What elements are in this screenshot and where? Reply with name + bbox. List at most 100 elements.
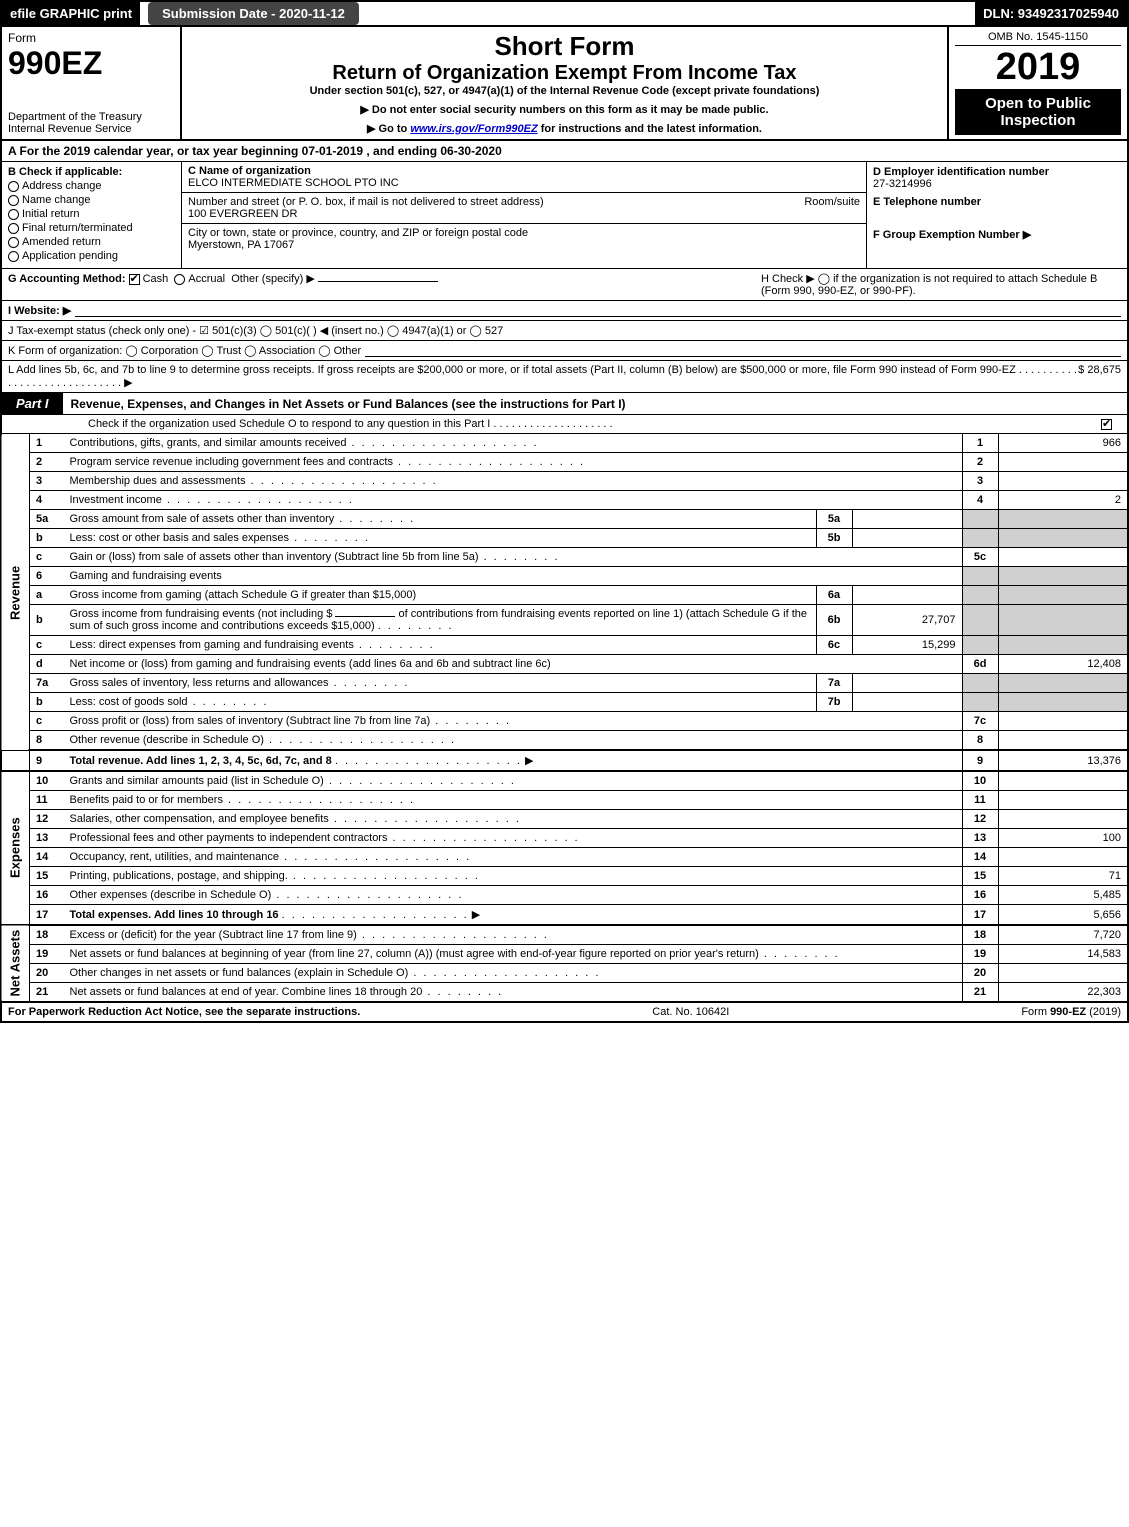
ln6c-sn: 6c bbox=[816, 636, 852, 655]
part1-sched-row: Check if the organization used Schedule … bbox=[0, 415, 1129, 434]
shade bbox=[998, 529, 1128, 548]
chk-label: Amended return bbox=[22, 236, 101, 248]
ln7c-rn: 7c bbox=[962, 712, 998, 731]
footer-center: Cat. No. 10642I bbox=[652, 1006, 729, 1018]
chk-accrual[interactable] bbox=[174, 274, 185, 285]
ln9-rn: 9 bbox=[962, 750, 998, 771]
ln6c-num: c bbox=[30, 636, 64, 655]
chk-cash[interactable] bbox=[129, 274, 140, 285]
ln11-rv bbox=[998, 791, 1128, 810]
ln21-text: Net assets or fund balances at end of ye… bbox=[64, 983, 963, 1002]
col-b-title: B Check if applicable: bbox=[8, 166, 175, 178]
row-l-text: L Add lines 5b, 6c, and 7b to line 9 to … bbox=[8, 364, 1078, 389]
shade bbox=[998, 567, 1128, 586]
other-lbl: Other (specify) ▶ bbox=[231, 273, 315, 285]
ln5a-sn: 5a bbox=[816, 510, 852, 529]
shade bbox=[998, 674, 1128, 693]
ln21-num: 21 bbox=[30, 983, 64, 1002]
ln4-rv: 2 bbox=[998, 491, 1128, 510]
city-block: City or town, state or province, country… bbox=[182, 224, 866, 254]
ein-lbl: D Employer identification number bbox=[873, 166, 1121, 178]
chk-address-change[interactable]: Address change bbox=[8, 180, 175, 192]
public-warning: ▶ Do not enter social security numbers o… bbox=[188, 103, 941, 116]
ln5a-num: 5a bbox=[30, 510, 64, 529]
ln6c-text: Less: direct expenses from gaming and fu… bbox=[64, 636, 817, 655]
ln18-text: Excess or (deficit) for the year (Subtra… bbox=[64, 925, 963, 945]
chk-label: Application pending bbox=[22, 250, 118, 262]
ln5a-sv bbox=[852, 510, 962, 529]
ln6a-text: Gross income from gaming (attach Schedul… bbox=[64, 586, 817, 605]
chk-label: Final return/terminated bbox=[22, 222, 133, 234]
ln5b-sn: 5b bbox=[816, 529, 852, 548]
ln20-num: 20 bbox=[30, 964, 64, 983]
row-i: I Website: ▶ bbox=[0, 301, 1129, 321]
ln10-rn: 10 bbox=[962, 771, 998, 791]
short-form-title: Short Form bbox=[188, 31, 941, 62]
ln12-rn: 12 bbox=[962, 810, 998, 829]
ln6b-num: b bbox=[30, 605, 64, 636]
chk-application-pending[interactable]: Application pending bbox=[8, 250, 175, 262]
accrual-lbl: Accrual bbox=[188, 273, 225, 285]
form-number: 990EZ bbox=[8, 45, 174, 82]
ln14-num: 14 bbox=[30, 848, 64, 867]
side-expenses: Expenses bbox=[1, 771, 30, 925]
chk-final-return[interactable]: Final return/terminated bbox=[8, 222, 175, 234]
g-label: G Accounting Method: bbox=[8, 273, 126, 285]
chk-sched-o[interactable] bbox=[1101, 419, 1112, 430]
ln6d-rv: 12,408 bbox=[998, 655, 1128, 674]
entity-block: B Check if applicable: Address change Na… bbox=[0, 162, 1129, 269]
ln3-text: Membership dues and assessments bbox=[64, 472, 963, 491]
org-name-lbl: C Name of organization bbox=[188, 165, 311, 177]
ln4-rn: 4 bbox=[962, 491, 998, 510]
ln18-rn: 18 bbox=[962, 925, 998, 945]
form-center: Short Form Return of Organization Exempt… bbox=[182, 27, 947, 139]
tax-year: 2019 bbox=[955, 46, 1121, 89]
website-lbl: I Website: ▶ bbox=[8, 304, 71, 317]
room-lbl: Room/suite bbox=[804, 196, 860, 208]
ln17-bold: Total expenses. Add lines 10 through 16 bbox=[70, 909, 279, 921]
ein: 27-3214996 bbox=[873, 178, 1121, 190]
chk-name-change[interactable]: Name change bbox=[8, 194, 175, 206]
street-block: Number and street (or P. O. box, if mail… bbox=[182, 193, 866, 224]
ln12-text: Salaries, other compensation, and employ… bbox=[64, 810, 963, 829]
ln21-rn: 21 bbox=[962, 983, 998, 1002]
ln15-rv: 71 bbox=[998, 867, 1128, 886]
ln21-rv: 22,303 bbox=[998, 983, 1128, 1002]
ln7a-sn: 7a bbox=[816, 674, 852, 693]
ln5c-text: Gain or (loss) from sale of assets other… bbox=[64, 548, 963, 567]
ln19-rv: 14,583 bbox=[998, 945, 1128, 964]
ln1-text: Contributions, gifts, grants, and simila… bbox=[64, 434, 963, 453]
city: Myerstown, PA 17067 bbox=[188, 239, 294, 251]
ln14-rv bbox=[998, 848, 1128, 867]
chk-amended-return[interactable]: Amended return bbox=[8, 236, 175, 248]
ln7b-sn: 7b bbox=[816, 693, 852, 712]
instructions-row: ▶ Go to www.irs.gov/Form990EZ for instru… bbox=[188, 122, 941, 135]
part1-title: Revenue, Expenses, and Changes in Net As… bbox=[63, 397, 626, 411]
chk-initial-return[interactable]: Initial return bbox=[8, 208, 175, 220]
ln9-bold: Total revenue. Add lines 1, 2, 3, 4, 5c,… bbox=[70, 755, 332, 767]
ln2-num: 2 bbox=[30, 453, 64, 472]
side-netassets: Net Assets bbox=[1, 925, 30, 1002]
shade bbox=[998, 636, 1128, 655]
form-header: Form 990EZ Department of the Treasury In… bbox=[0, 27, 1129, 141]
ln6b-t1: Gross income from fundraising events (no… bbox=[70, 608, 333, 620]
submission-date-button[interactable]: Submission Date - 2020-11-12 bbox=[148, 2, 359, 25]
ln6b-text: Gross income from fundraising events (no… bbox=[64, 605, 817, 636]
irs-link[interactable]: www.irs.gov/Form990EZ bbox=[410, 123, 537, 135]
ln8-num: 8 bbox=[30, 731, 64, 751]
efile-label: efile GRAPHIC print bbox=[2, 2, 140, 25]
ln13-rn: 13 bbox=[962, 829, 998, 848]
lines-table: Revenue 1 Contributions, gifts, grants, … bbox=[0, 434, 1129, 1002]
form-right: OMB No. 1545-1150 2019 Open to Public In… bbox=[947, 27, 1127, 139]
ln1-num: 1 bbox=[30, 434, 64, 453]
ln5c-rn: 5c bbox=[962, 548, 998, 567]
ln2-rn: 2 bbox=[962, 453, 998, 472]
irs-label: Internal Revenue Service bbox=[8, 123, 174, 135]
ln1-rv: 966 bbox=[998, 434, 1128, 453]
ln1-rn: 1 bbox=[962, 434, 998, 453]
ln5c-num: c bbox=[30, 548, 64, 567]
row-k-text: K Form of organization: ◯ Corporation ◯ … bbox=[8, 344, 361, 357]
ln6-num: 6 bbox=[30, 567, 64, 586]
part1-label: Part I bbox=[2, 393, 63, 414]
ln7a-sv bbox=[852, 674, 962, 693]
